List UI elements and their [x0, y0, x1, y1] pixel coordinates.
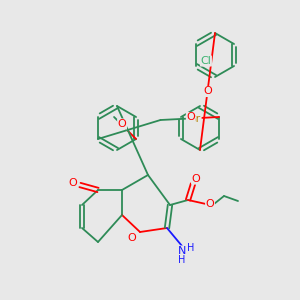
- Text: N: N: [178, 246, 186, 256]
- Text: O: O: [192, 174, 200, 184]
- Text: O: O: [186, 112, 195, 122]
- Text: O: O: [118, 119, 126, 129]
- Text: H: H: [178, 255, 186, 265]
- Text: O: O: [128, 233, 136, 243]
- Text: O: O: [206, 199, 214, 209]
- Text: O: O: [69, 178, 77, 188]
- Text: Br: Br: [189, 114, 201, 124]
- Text: H: H: [187, 243, 195, 253]
- Text: O: O: [203, 86, 212, 97]
- Text: Cl: Cl: [200, 56, 211, 66]
